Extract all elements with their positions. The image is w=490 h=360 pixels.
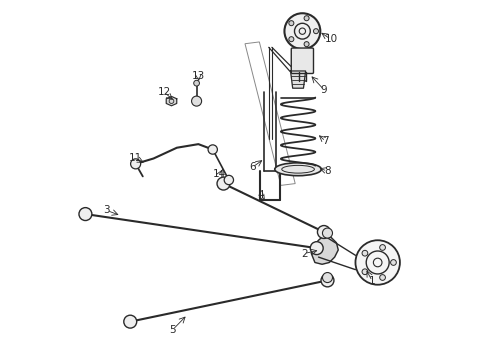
Circle shape bbox=[79, 208, 92, 221]
Text: 7: 7 bbox=[322, 136, 329, 146]
Circle shape bbox=[208, 145, 218, 154]
Circle shape bbox=[355, 240, 400, 285]
Text: 11: 11 bbox=[129, 153, 142, 163]
Circle shape bbox=[217, 177, 230, 190]
Circle shape bbox=[314, 29, 318, 34]
Circle shape bbox=[285, 13, 320, 49]
Circle shape bbox=[362, 269, 368, 275]
Text: 12: 12 bbox=[158, 87, 171, 97]
Circle shape bbox=[124, 315, 137, 328]
Text: 14: 14 bbox=[213, 169, 226, 179]
Circle shape bbox=[391, 260, 396, 265]
Text: 1: 1 bbox=[369, 276, 376, 286]
Circle shape bbox=[304, 16, 309, 21]
Circle shape bbox=[318, 226, 330, 238]
Polygon shape bbox=[291, 71, 306, 88]
Circle shape bbox=[322, 228, 333, 238]
Circle shape bbox=[321, 274, 334, 287]
Circle shape bbox=[322, 273, 333, 283]
Text: 2: 2 bbox=[301, 248, 308, 258]
FancyBboxPatch shape bbox=[291, 48, 314, 73]
Text: 6: 6 bbox=[249, 162, 255, 172]
Circle shape bbox=[224, 175, 234, 185]
Polygon shape bbox=[166, 96, 177, 106]
Text: 10: 10 bbox=[324, 35, 338, 44]
Circle shape bbox=[289, 21, 294, 26]
Ellipse shape bbox=[275, 163, 321, 176]
Circle shape bbox=[289, 37, 294, 42]
Text: 8: 8 bbox=[324, 166, 331, 176]
Polygon shape bbox=[311, 235, 338, 264]
Text: 9: 9 bbox=[320, 85, 327, 95]
Circle shape bbox=[362, 250, 368, 256]
Text: 5: 5 bbox=[169, 325, 176, 335]
Circle shape bbox=[380, 275, 386, 280]
Circle shape bbox=[310, 242, 323, 255]
Circle shape bbox=[304, 42, 309, 47]
Text: 3: 3 bbox=[103, 206, 110, 216]
Circle shape bbox=[380, 244, 386, 250]
Circle shape bbox=[131, 159, 141, 169]
Text: 4: 4 bbox=[258, 190, 265, 200]
Circle shape bbox=[192, 96, 201, 106]
Text: 13: 13 bbox=[192, 71, 205, 81]
Circle shape bbox=[194, 80, 199, 86]
